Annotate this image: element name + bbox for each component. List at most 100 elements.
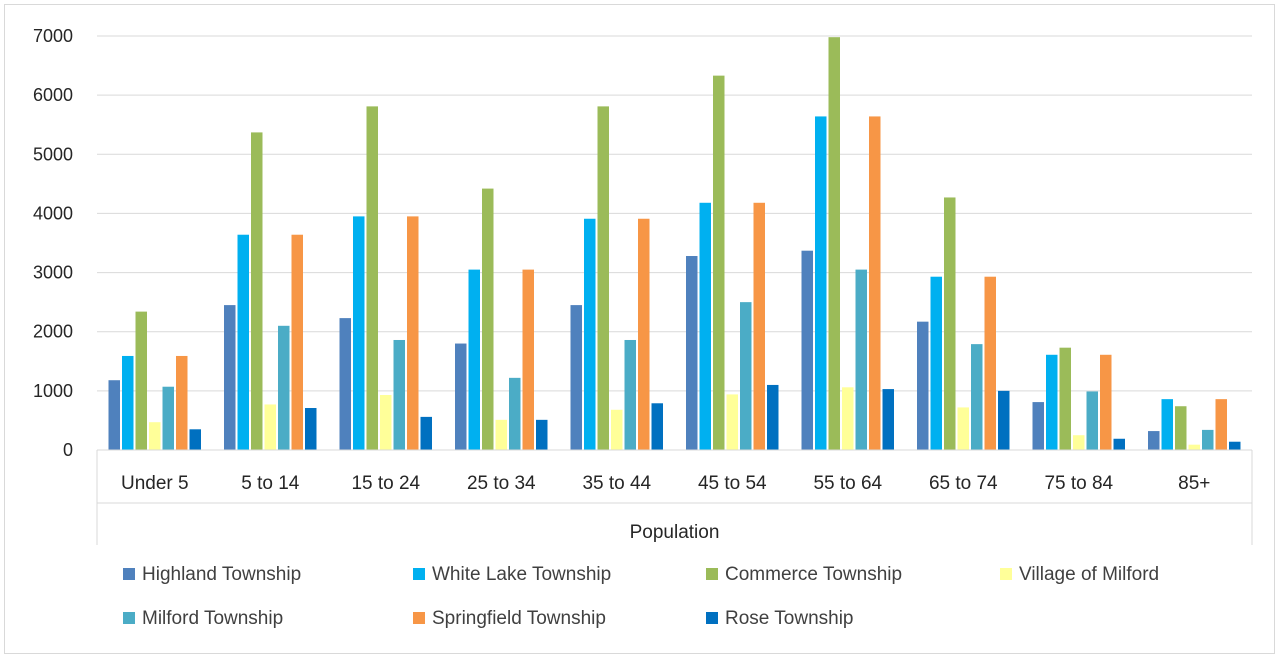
bar [597,106,609,450]
legend: Highland Township White Lake Township Comm… [123,564,1159,629]
bars [108,37,1241,451]
legend-swatch [413,568,425,580]
bar [224,305,236,450]
y-tick-label: 5000 [33,144,73,164]
bar [108,380,120,450]
bar [149,422,161,450]
bar [801,250,813,450]
x-tick-label: 15 to 24 [351,473,420,494]
bar [176,355,188,450]
bar [638,218,650,450]
bar [162,386,174,450]
bar [1073,435,1085,450]
bar [1046,354,1058,450]
x-tick-label: 25 to 34 [467,473,536,494]
bar [305,408,317,450]
bar [726,394,738,450]
bar [930,276,942,450]
bar [686,256,698,450]
bar [380,395,392,450]
legend-swatch [706,612,718,624]
bar [278,325,290,450]
bar [1215,399,1227,450]
bar [1229,441,1241,450]
bar [984,276,996,450]
bar [842,387,854,450]
legend-label: Highland Township [142,564,301,585]
bar [1100,354,1112,450]
bar [740,302,752,450]
bar [917,321,929,450]
legend-swatch [123,612,135,624]
y-axis-ticks: 0 1000 2000 3000 4000 5000 6000 7000 [33,26,73,460]
bar [570,305,582,450]
legend-label: White Lake Township [432,564,611,585]
x-tick-label: 55 to 64 [813,473,882,494]
bar [509,377,521,450]
bar [699,202,711,450]
y-tick-label: 2000 [33,322,73,342]
bar [495,419,507,450]
x-tick-label: 45 to 54 [698,473,767,494]
bar [1113,438,1125,450]
bar [651,403,663,450]
bar [1188,444,1200,450]
bar [713,75,725,450]
bar [1059,347,1071,450]
bar [1161,399,1173,450]
bar [353,216,365,450]
legend-swatch [123,568,135,580]
x-tick-label: 85+ [1178,473,1210,494]
y-tick-label: 4000 [33,203,73,223]
bar [828,37,840,451]
bar [998,390,1010,450]
bar [957,407,969,450]
bar [237,234,249,450]
y-tick-label: 6000 [33,85,73,105]
bar [611,409,623,450]
bar [407,216,419,450]
bar [1086,391,1098,450]
legend-label: Commerce Township [725,564,902,585]
gridlines [97,35,1252,451]
bar [536,419,548,450]
bar [1032,402,1044,450]
bar [468,269,480,450]
y-tick-label: 7000 [33,26,73,46]
x-tick-label: 65 to 74 [929,473,998,494]
bar [135,311,147,450]
bar [189,429,201,450]
x-tick-label: Under 5 [121,473,189,494]
bar [815,116,827,451]
bar [251,132,263,450]
bar [482,188,494,450]
bar [1148,431,1160,450]
bar [264,404,276,450]
x-axis-title: Population [630,522,720,543]
bar [753,202,765,450]
bar [1202,429,1214,450]
legend-swatch [706,568,718,580]
x-tick-label: 75 to 84 [1044,473,1113,494]
bar [420,416,432,450]
bar [624,339,636,450]
bar [584,218,596,450]
y-tick-label: 0 [63,440,73,460]
y-tick-label: 1000 [33,381,73,401]
legend-label: Rose Township [725,608,854,629]
x-tick-label: 35 to 44 [582,473,651,494]
x-tick-label: 5 to 14 [241,473,300,494]
bar [869,116,881,451]
bar [971,344,983,450]
bar [455,343,467,450]
legend-label: Springfield Township [432,608,606,629]
legend-label: Village of Milford [1019,564,1159,585]
bar [767,384,779,450]
legend-swatch [413,612,425,624]
legend-label: Milford Township [142,608,283,629]
bar [944,197,956,450]
bar [882,389,894,450]
bar [1175,406,1187,450]
bar [855,269,867,450]
